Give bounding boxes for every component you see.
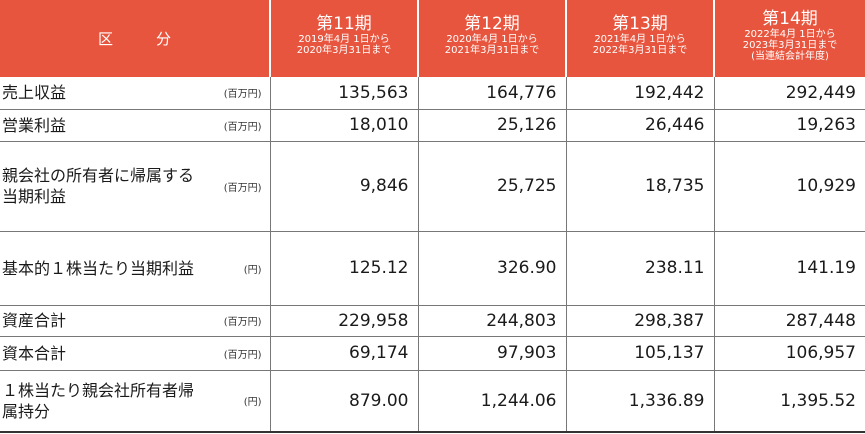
row-unit: (百万円): [223, 349, 262, 361]
value-cell: 97,903: [417, 336, 566, 371]
value-cell: 18,735: [565, 141, 714, 232]
value-cell: 1,395.52: [713, 370, 865, 433]
period-range-from: 2022年4月 1日から: [744, 28, 836, 40]
row-label: 親会社の所有者に帰属する当期利益: [2, 166, 195, 206]
value-cell: 879.00: [269, 370, 418, 433]
period-header: 第12期 2020年4月 1日から 2021年3月31日まで: [417, 0, 566, 77]
value-cell: 244,803: [417, 305, 566, 337]
period-range-to: 2020年3月31日まで: [296, 45, 392, 56]
value-cell: 292,449: [713, 77, 865, 110]
period-range-from: 2019年4月 1日から: [298, 34, 390, 45]
period-name: 第13期: [612, 14, 668, 34]
row-label: 営業利益: [2, 115, 67, 135]
value-cell: 238.11: [565, 231, 714, 306]
table-row: 営業利益 (百万円) 18,010 25,126 26,446 19,263: [0, 109, 865, 142]
section-label: 区 分: [97, 30, 185, 48]
period-header: 第14期 2022年4月 1日から 2023年3月31日まで (当連結会計年度): [713, 0, 865, 77]
row-unit: (円): [243, 264, 262, 276]
value-cell: 326.90: [417, 231, 566, 306]
value-cell: 164,776: [417, 77, 566, 110]
value-cell: 1,336.89: [565, 370, 714, 433]
row-unit: (百万円): [223, 121, 262, 133]
row-label-cell: 資産合計 (百万円): [0, 305, 270, 337]
value-cell: 1,244.06: [417, 370, 566, 433]
period-range-to: 2023年3月31日まで: [742, 39, 838, 51]
table-row: 基本的１株当たり当期利益 (円) 125.12 326.90 238.11 14…: [0, 231, 865, 306]
row-label: 売上収益: [2, 83, 67, 103]
table-row: 売上収益 (百万円) 135,563 164,776 192,442 292,4…: [0, 77, 865, 110]
value-cell: 192,442: [565, 77, 714, 110]
row-label-cell: 営業利益 (百万円): [0, 109, 270, 142]
period-range-from: 2020年4月 1日から: [446, 34, 538, 45]
row-unit: (円): [243, 397, 262, 409]
section-header: 区 分: [0, 0, 270, 77]
row-label-cell: 親会社の所有者に帰属する当期利益 (百万円): [0, 141, 270, 232]
value-cell: 25,126: [417, 109, 566, 142]
row-unit: (百万円): [223, 182, 262, 194]
value-cell: 125.12: [269, 231, 418, 306]
value-cell: 106,957: [713, 336, 865, 371]
value-cell: 9,846: [269, 141, 418, 232]
row-label: 資産合計: [2, 311, 67, 330]
value-cell: 18,010: [269, 109, 418, 142]
row-label: 基本的１株当たり当期利益: [2, 258, 195, 278]
table-row: 資本合計 (百万円) 69,174 97,903 105,137 106,957: [0, 336, 865, 371]
period-name: 第14期: [762, 8, 818, 29]
row-label: 資本合計: [2, 343, 67, 363]
value-cell: 287,448: [713, 305, 865, 337]
period-range-to: 2021年3月31日まで: [444, 45, 540, 56]
table-row: １株当たり親会社所有者帰属持分 (円) 879.00 1,244.06 1,33…: [0, 370, 865, 433]
value-cell: 19,263: [713, 109, 865, 142]
row-unit: (百万円): [223, 317, 262, 328]
header-row: 区 分 第11期 2019年4月 1日から 2020年3月31日まで 第12期 …: [0, 0, 865, 77]
value-cell: 105,137: [565, 336, 714, 371]
row-unit: (百万円): [223, 89, 262, 101]
value-cell: 26,446: [565, 109, 714, 142]
row-label-cell: 売上収益 (百万円): [0, 77, 270, 110]
value-cell: 10,929: [713, 141, 865, 232]
period-range-from: 2021年4月 1日から: [594, 34, 686, 45]
value-cell: 69,174: [269, 336, 418, 371]
row-label: １株当たり親会社所有者帰属持分: [2, 380, 195, 421]
value-cell: 135,563: [269, 77, 418, 110]
table-row: 資産合計 (百万円) 229,958 244,803 298,387 287,4…: [0, 305, 865, 337]
period-note: (当連結会計年度): [751, 50, 829, 62]
row-label-cell: 基本的１株当たり当期利益 (円): [0, 231, 270, 306]
value-cell: 141.19: [713, 231, 865, 306]
period-name: 第11期: [316, 14, 372, 34]
value-cell: 298,387: [565, 305, 714, 337]
row-label-cell: １株当たり親会社所有者帰属持分 (円): [0, 370, 270, 433]
row-label-cell: 資本合計 (百万円): [0, 336, 270, 371]
period-range-to: 2022年3月31日まで: [592, 45, 688, 56]
table-row: 親会社の所有者に帰属する当期利益 (百万円) 9,846 25,725 18,7…: [0, 141, 865, 232]
value-cell: 229,958: [269, 305, 418, 337]
period-header: 第13期 2021年4月 1日から 2022年3月31日まで: [565, 0, 714, 77]
value-cell: 25,725: [417, 141, 566, 232]
period-header: 第11期 2019年4月 1日から 2020年3月31日まで: [269, 0, 418, 77]
period-name: 第12期: [464, 14, 520, 34]
